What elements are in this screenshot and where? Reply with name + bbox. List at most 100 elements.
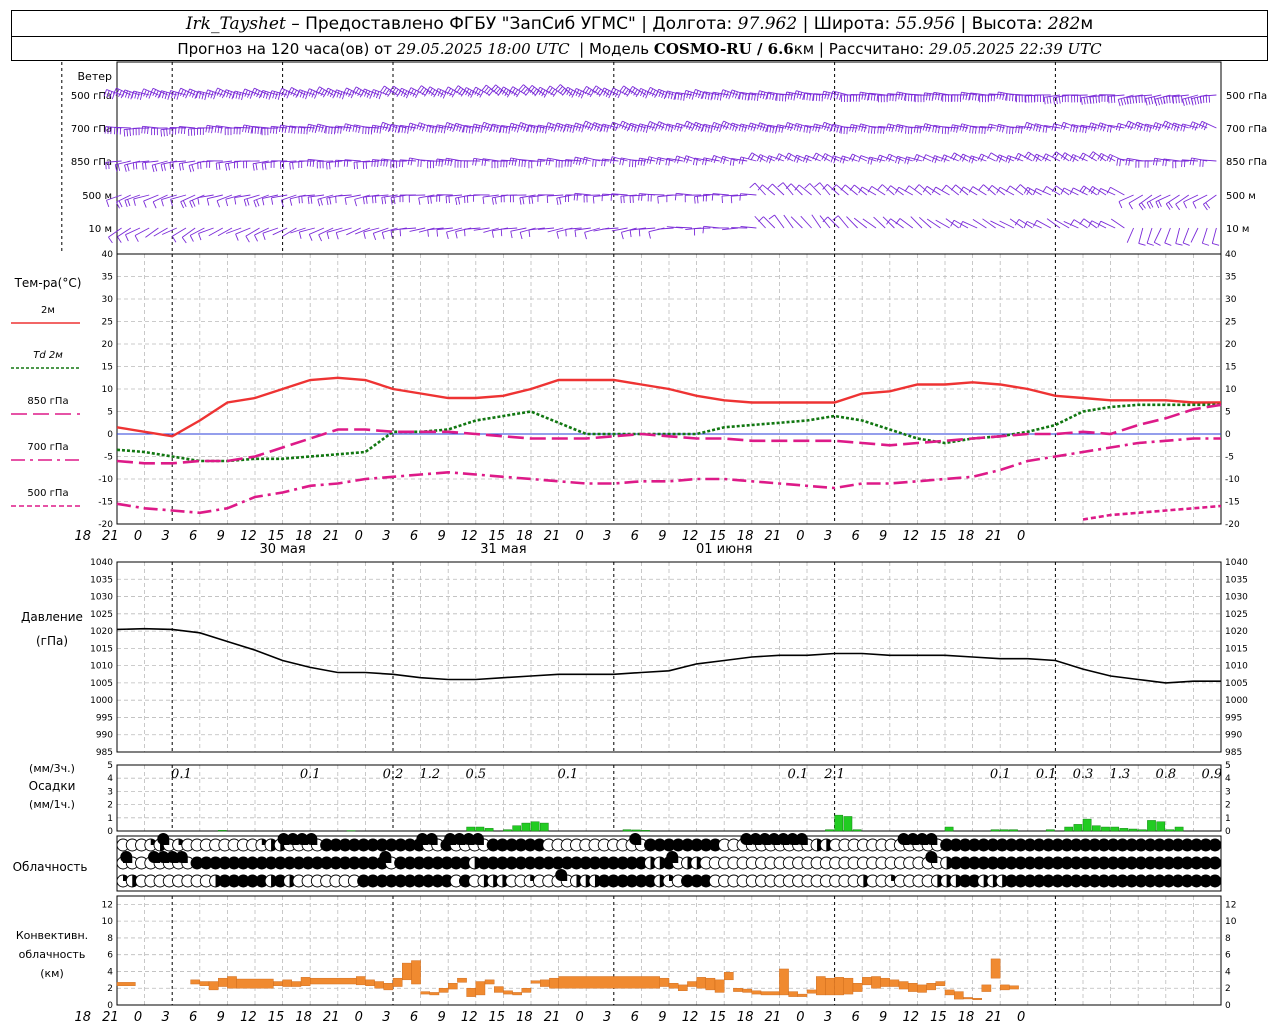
wind-barb-feather — [1192, 201, 1197, 209]
wind-barb-staff — [722, 194, 739, 197]
wind-barb-feather — [803, 125, 806, 133]
wind-barb-feather — [387, 90, 392, 97]
wind-barb-feather — [490, 84, 497, 91]
temp-ytick-right: 10 — [1225, 385, 1237, 395]
wind-barb-staff — [160, 127, 177, 131]
wind-barb-feather — [1109, 155, 1113, 163]
wind-barb-feather — [137, 92, 140, 100]
wind-barb-feather — [877, 184, 883, 191]
wind-barb-staff — [189, 88, 205, 96]
wind-barb-staff — [1153, 227, 1162, 243]
wind-barb-staff — [602, 123, 619, 129]
conv-bar — [668, 983, 679, 989]
wind-barb-staff — [363, 227, 380, 233]
wind-barb-feather — [968, 155, 972, 163]
cloud-fill — [157, 833, 170, 846]
wind-barb-feather — [410, 123, 414, 131]
precip-bar — [503, 829, 512, 832]
wind-barb-feather — [1138, 243, 1146, 246]
wind-barb — [922, 123, 941, 133]
wind-barb — [618, 120, 637, 132]
wind-barb — [225, 160, 242, 171]
wind-barb-feather — [969, 126, 971, 134]
wind-barb — [245, 227, 260, 243]
wind-barb-feather — [536, 124, 539, 132]
wind-barb-feather — [575, 123, 579, 131]
wind-barb-feather — [768, 214, 775, 220]
wind-barb — [306, 88, 325, 99]
wind-barb — [582, 156, 601, 165]
wind-barb-feather — [1208, 95, 1211, 103]
wind-barb — [1152, 122, 1171, 132]
wind-barb-feather — [617, 91, 622, 99]
wind-barb-feather — [510, 231, 513, 239]
temp-xtick: 3 — [382, 529, 390, 544]
wind-barb-feather — [520, 123, 524, 131]
wind-barb — [390, 227, 407, 238]
wind-barb-staff — [882, 216, 895, 229]
wind-barb-feather — [269, 90, 273, 98]
wind-barb — [1055, 219, 1070, 229]
wind-barb-feather — [655, 121, 660, 129]
wind-barb-feather — [275, 92, 278, 100]
wind-barb-staff — [125, 227, 141, 236]
wind-barb-feather — [177, 88, 182, 95]
wind-barb — [271, 194, 288, 205]
wind-barb-feather — [446, 231, 449, 239]
wind-barb-feather — [922, 154, 927, 162]
wind-barb-feather — [499, 125, 502, 133]
wind-barb-staff — [1118, 194, 1134, 202]
wind-barb-feather — [462, 87, 467, 94]
wind-barb-feather — [200, 161, 202, 169]
wind-barb-feather — [931, 186, 937, 194]
wind-barb-feather — [913, 125, 916, 133]
wind-barb-feather — [334, 125, 337, 133]
wind-barb — [978, 126, 996, 135]
wind-barb-feather — [1060, 152, 1066, 159]
wind-barb-feather — [595, 159, 597, 167]
wind-barb — [655, 121, 674, 131]
wind-barb-staff — [1090, 122, 1107, 129]
wind-barb — [389, 123, 407, 134]
wind-barb — [510, 227, 527, 239]
wind-barb — [620, 227, 637, 240]
wind-barb-staff — [197, 90, 214, 96]
wind-barb-staff — [988, 93, 1005, 96]
chart-title: Irk_Tayshet – Предоставлено ФГБУ "ЗапСиб… — [11, 10, 1268, 37]
wind-barb — [455, 194, 472, 206]
wind-barb-feather — [106, 90, 110, 98]
conv-bar — [383, 983, 394, 991]
wind-barb-staff — [712, 193, 729, 196]
wind-barb-feather — [1020, 126, 1023, 134]
title-sep-1: | — [641, 14, 647, 34]
wind-barb-feather — [116, 201, 120, 209]
wind-barb-feather — [584, 232, 587, 240]
wind-barb-feather — [996, 187, 1001, 194]
temp-frame — [116, 253, 1222, 525]
wind-barb-feather — [506, 91, 512, 98]
cloud-symbol — [425, 833, 445, 852]
wind-barb-staff — [538, 227, 555, 230]
wind-barb-feather — [1006, 126, 1008, 134]
conv-bar — [236, 978, 274, 989]
precip-ytick-right: 2 — [1225, 801, 1231, 811]
wind-barb — [298, 227, 315, 239]
wind-barb — [822, 183, 840, 196]
wind-barb-feather — [900, 92, 904, 101]
wind-barb — [674, 155, 693, 164]
subtitle-sep-2: | — [818, 40, 824, 58]
wind-barb-feather — [417, 159, 419, 167]
wind-barb — [1198, 120, 1217, 131]
wind-barb — [655, 88, 674, 100]
wind-barb-staff — [308, 123, 325, 129]
wind-barb-staff — [657, 156, 674, 162]
wind-barb-feather — [382, 123, 386, 131]
wind-barb-feather — [868, 93, 870, 101]
temp-ytick-left: 30 — [102, 295, 114, 305]
wind-barb-feather — [651, 89, 656, 97]
wind-barb — [785, 183, 803, 196]
pres-frame — [116, 561, 1222, 753]
wind-barb-feather — [748, 92, 751, 100]
wind-barb-feather — [1002, 92, 1005, 101]
wind-barb — [739, 91, 757, 101]
